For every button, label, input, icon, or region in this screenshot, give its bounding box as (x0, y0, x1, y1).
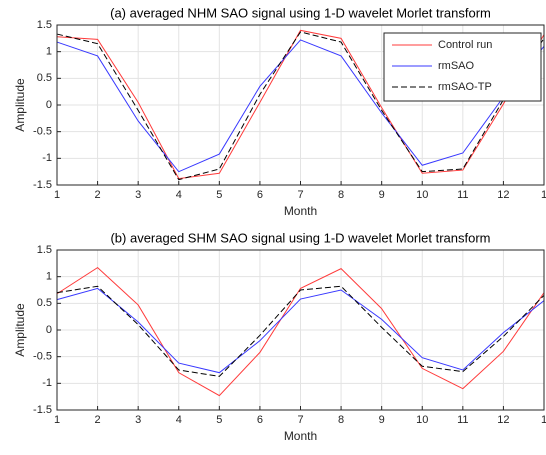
series-line (56, 287, 545, 374)
x-tick-label: 9 (379, 189, 385, 201)
x-tick-label: 6 (257, 189, 263, 201)
y-tick-label: 0.5 (37, 297, 52, 309)
y-axis-label: Amplitude (13, 78, 27, 132)
series-line (56, 266, 545, 397)
y-tick-label: -0.5 (33, 126, 52, 138)
series-line (56, 285, 545, 377)
x-tick-label: 7 (297, 414, 303, 426)
y-tick-label: 1 (46, 271, 52, 283)
x-tick-label: 10 (416, 414, 428, 426)
x-tick-label: 11 (457, 189, 468, 201)
x-tick-label: 3 (135, 189, 141, 201)
x-tick-label: 12 (497, 414, 509, 426)
y-tick-label: 0.5 (37, 72, 52, 84)
y-tick-label: 0 (46, 324, 52, 336)
x-tick-label: 1 (541, 189, 546, 201)
x-tick-label: 9 (379, 414, 385, 426)
series-line (56, 31, 545, 181)
series-line (56, 39, 545, 173)
y-axis-label: Amplitude (13, 303, 27, 357)
x-tick-label: 4 (176, 189, 182, 201)
axes-box (56, 249, 545, 411)
legend-box (383, 32, 542, 102)
axes-box (56, 24, 545, 186)
x-axis-label: Month (284, 204, 317, 218)
x-tick-label: 7 (297, 189, 303, 201)
x-tick-label: 1 (54, 414, 60, 426)
x-tick-label: 1 (54, 189, 60, 201)
x-tick-label: 4 (176, 414, 182, 426)
y-tick-label: -1 (42, 152, 52, 164)
y-tick-label: 1.5 (37, 19, 52, 31)
x-tick-label: 11 (457, 414, 468, 426)
x-tick-label: 10 (416, 189, 428, 201)
x-tick-label: 2 (95, 414, 101, 426)
x-tick-label: 5 (216, 414, 222, 426)
y-tick-label: 1 (46, 46, 52, 58)
x-tick-label: 2 (95, 189, 101, 201)
x-tick-label: 8 (338, 414, 344, 426)
y-tick-label: -1 (42, 377, 52, 389)
series-line (56, 29, 545, 180)
chart-title: (b) averaged SHM SAO signal using 1-D wa… (110, 230, 490, 245)
y-tick-label: -1.5 (33, 404, 52, 416)
legend-label: Control run (438, 39, 492, 51)
legend-label: rmSAO (438, 60, 475, 72)
y-tick-label: 0 (46, 99, 52, 111)
x-tick-label: 8 (338, 189, 344, 201)
x-tick-label: 6 (257, 414, 263, 426)
y-tick-label: 1.5 (37, 244, 52, 256)
y-tick-label: -1.5 (33, 179, 52, 191)
x-tick-label: 5 (216, 189, 222, 201)
x-tick-label: 12 (497, 189, 509, 201)
chart-title: (a) averaged NHM SAO signal using 1-D wa… (110, 5, 491, 20)
x-tick-label: 3 (135, 414, 141, 426)
legend-label: rmSAO-TP (438, 81, 492, 93)
y-tick-label: -0.5 (33, 351, 52, 363)
x-tick-label: 1 (541, 414, 546, 426)
x-axis-label: Month (284, 429, 317, 443)
